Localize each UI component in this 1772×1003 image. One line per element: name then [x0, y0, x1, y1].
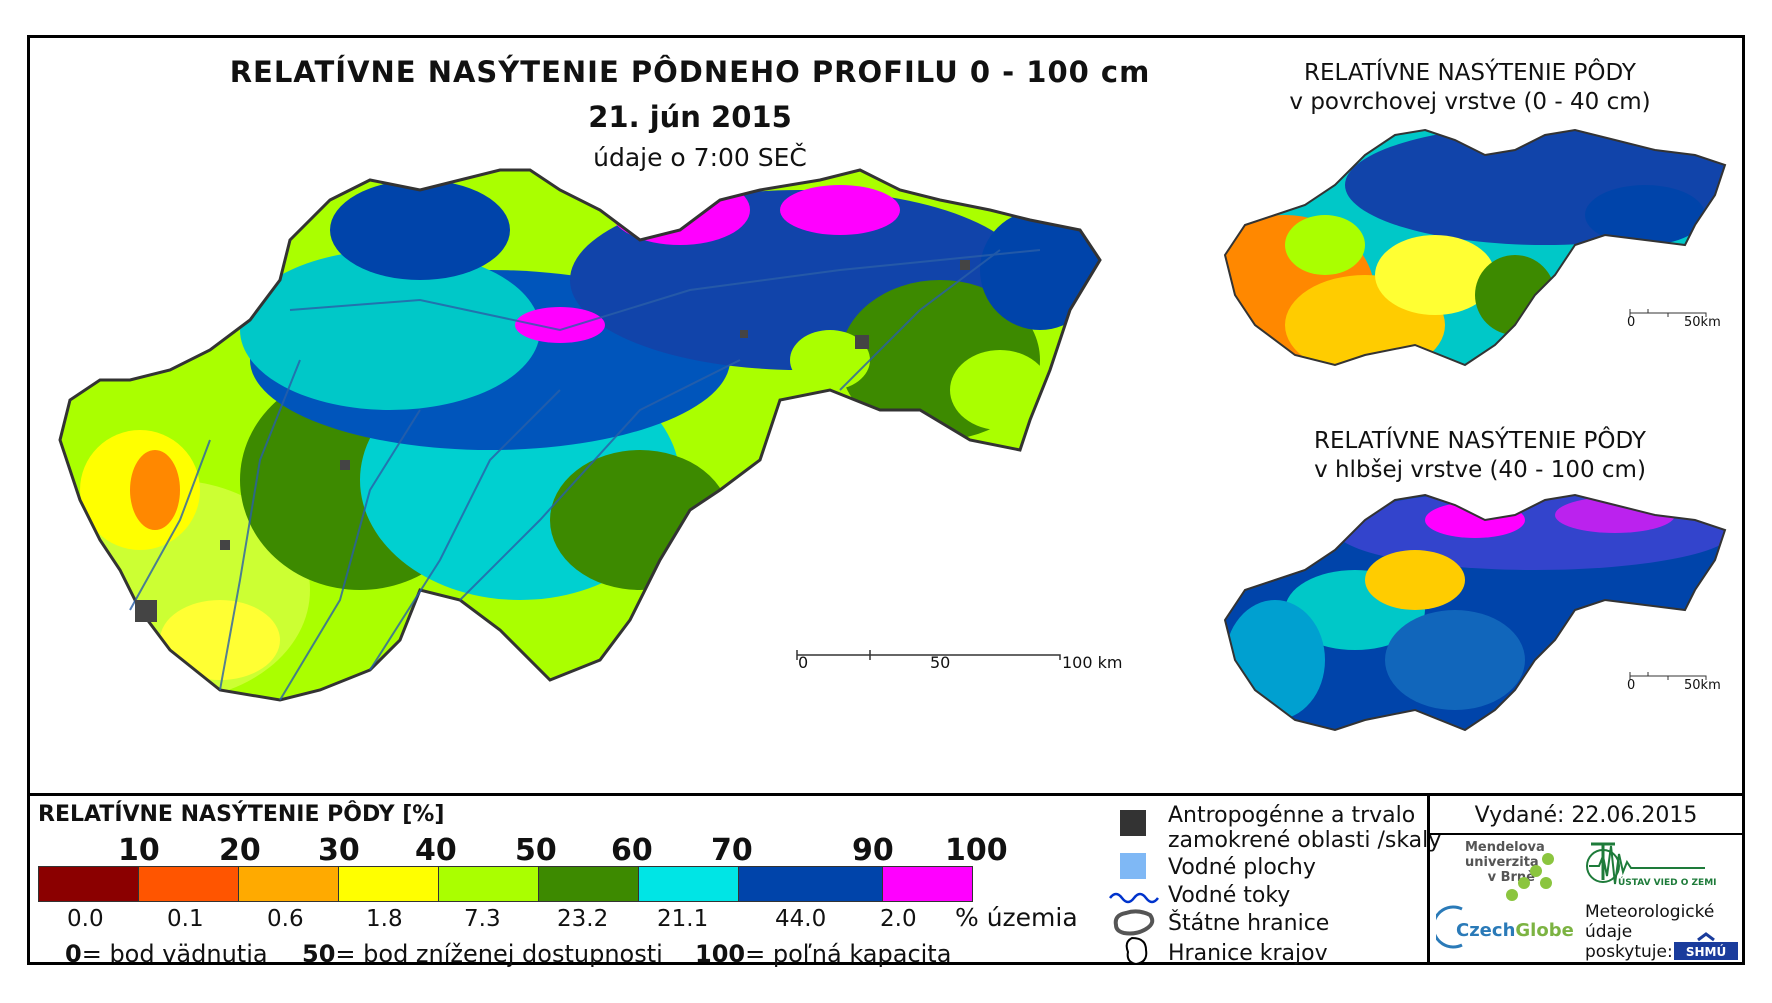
river-line-icon: [1109, 892, 1159, 904]
threshold-20: 20: [219, 833, 261, 868]
class-swatch-40-50: [439, 867, 539, 901]
inset-bottom-title-1: RELATÍVNE NASÝTENIE PÔDY: [1314, 428, 1646, 454]
inset-bottom-scale-bar: [1629, 672, 1707, 680]
inset-top-title-1: RELATÍVNE NASÝTENIE PÔDY: [1304, 60, 1636, 86]
share-20-30: 0.6: [267, 906, 304, 932]
share-unit: % územia: [955, 903, 1078, 932]
legend-section: [27, 793, 1745, 965]
map-time-note: údaje o 7:00 SEČ: [593, 143, 807, 172]
czechglobe-arc-icon: [1436, 905, 1463, 949]
class-swatch-60-70: [639, 867, 739, 901]
class-swatch-90-100: [883, 867, 972, 901]
threshold-90: 90: [852, 833, 894, 868]
inset-top-title-2: v povrchovej vrstve (0 - 40 cm): [1289, 89, 1651, 115]
map-title: RELATÍVNE NASÝTENIE PÔDNEHO PROFILU 0 - …: [229, 55, 1151, 89]
share-10-20: 0.1: [167, 906, 204, 932]
credits-divider: [1427, 833, 1745, 835]
region-border-icon: [1125, 936, 1148, 966]
region-border-label: Hranice krajov: [1168, 941, 1328, 966]
czechglobe-logo: CzechGlobe: [1456, 920, 1574, 941]
shmu-logo: SHMÚ: [1674, 932, 1738, 960]
inset-top-scale-bar: [1629, 309, 1707, 317]
threshold-30: 30: [318, 833, 360, 868]
map-date: 21. jún 2015: [588, 100, 792, 134]
legend-color-bar: [38, 866, 973, 902]
state-border-icon: [1113, 909, 1155, 936]
inset-bottom-scale-end: 50km: [1684, 678, 1721, 693]
state-border-label: Štátne hranice: [1168, 911, 1330, 936]
water-area-label: Vodné plochy: [1168, 855, 1316, 880]
class-swatch-10-20: [139, 867, 239, 901]
mendel-dots-logo: [1506, 853, 1554, 901]
threshold-70: 70: [711, 833, 753, 868]
inset-surface-layer-map: [1223, 128, 1727, 367]
threshold-40: 40: [415, 833, 457, 868]
class-swatch-20-30: [239, 867, 339, 901]
threshold-100: 100: [945, 833, 1008, 868]
main-scale-zero: 0: [798, 653, 809, 672]
main-soil-saturation-map: [58, 168, 1102, 702]
anthropogenic-label-2: zamokrené oblasti /skaly: [1168, 828, 1442, 853]
note-field-capacity: 100= poľná kapacita: [695, 940, 952, 968]
threshold-60: 60: [611, 833, 653, 868]
river-label: Vodné toky: [1168, 883, 1291, 908]
water-area-swatch: [1120, 853, 1146, 879]
class-swatch-30-40: [339, 867, 439, 901]
mendel-logo-text: Mendelova univerzita v Brně: [1465, 840, 1545, 885]
main-scale-end: 100 km: [1062, 653, 1123, 672]
main-scale-bar: [796, 650, 1061, 660]
note-wilting-point: 0= bod vädnutia: [65, 940, 268, 968]
share-0-10: 0.0: [67, 906, 104, 932]
share-50-60: 23.2: [557, 906, 609, 932]
uvoz-logo-text: ÚSTAV VIED O ZEMI: [1618, 878, 1717, 888]
anthropogenic-area-swatch: [1120, 810, 1146, 836]
met-data-credit: Meteorologické údaje poskytuje:: [1585, 902, 1715, 962]
note-reduced-availability: 50= bod zníženej dostupnosti: [302, 940, 663, 968]
credits-panel: [1427, 793, 1745, 965]
main-scale-mid: 50: [930, 653, 951, 672]
inset-top-scale-zero: 0: [1627, 315, 1636, 330]
class-swatch-50-60: [539, 867, 639, 901]
inset-bottom-title-2: v hlbšej vrstve (40 - 100 cm): [1314, 457, 1646, 483]
threshold-10: 10: [118, 833, 160, 868]
uvoz-logo: [1586, 842, 1705, 885]
share-40-50: 7.3: [464, 906, 501, 932]
threshold-50: 50: [515, 833, 557, 868]
anthropogenic-label-1: Antropogénne a trvalo: [1168, 803, 1416, 828]
share-70-90: 44.0: [775, 906, 827, 932]
share-90-100: 2.0: [880, 906, 917, 932]
svg-text:SHMÚ: SHMÚ: [1686, 944, 1726, 959]
inset-deep-layer-map: [1223, 493, 1727, 732]
share-30-40: 1.8: [366, 906, 403, 932]
issued-date: Vydané: 22.06.2015: [1474, 803, 1698, 828]
inset-top-scale-end: 50km: [1684, 315, 1721, 330]
class-swatch-70-90: [739, 867, 883, 901]
legend-title: RELATÍVNE NASÝTENIE PÔDY [%]: [38, 802, 445, 827]
share-60-70: 21.1: [657, 906, 709, 932]
inset-bottom-scale-zero: 0: [1627, 678, 1636, 693]
class-swatch-0-10: [39, 867, 139, 901]
